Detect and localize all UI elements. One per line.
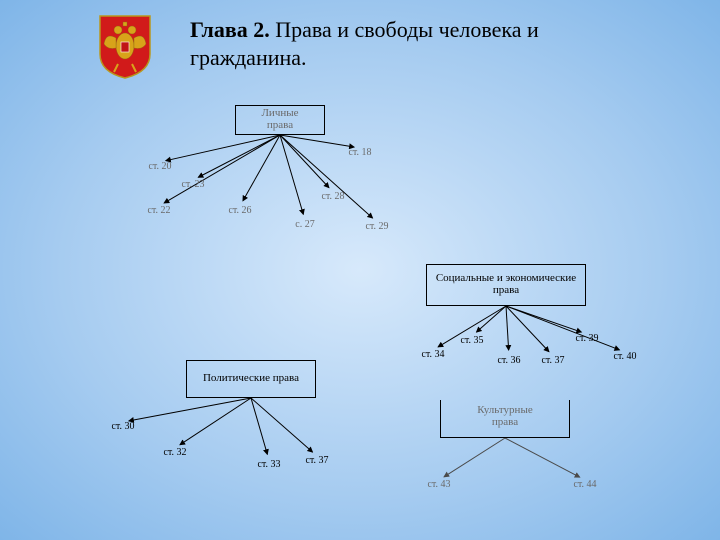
social-label-4: ст. 39 [572, 334, 602, 344]
social-label-3: ст. 37 [538, 356, 568, 366]
arrows-layer [0, 0, 720, 540]
personal-label-6: ст. 18 [345, 148, 375, 158]
social-label-2: ст. 36 [494, 356, 524, 366]
page-title: Глава 2. Права и свободы человека и граж… [190, 16, 610, 71]
political-label-1: ст. 32 [160, 448, 190, 458]
social-arrow-4 [506, 306, 581, 332]
social-arrow-5 [506, 306, 619, 350]
title-chapter: Глава 2. [190, 17, 270, 42]
personal-label-3: ст. 26 [225, 206, 255, 216]
social-arrow-1 [476, 306, 506, 332]
personal-arrow-3 [243, 135, 280, 201]
personal-label-7: ст. 29 [362, 222, 392, 232]
personal-box: Личныеправа [235, 105, 325, 135]
political-label-2: ст. 33 [254, 460, 284, 470]
cultural-arrow-1 [505, 438, 580, 477]
political-label-3: ст. 37 [302, 456, 332, 466]
social-box: Социальные и экономические права [426, 264, 586, 306]
personal-arrow-2 [164, 135, 280, 203]
personal-label-4: с. 27 [290, 220, 320, 230]
personal-arrow-0 [166, 135, 280, 161]
personal-label-1: ст. 23 [178, 180, 208, 190]
social-arrow-3 [506, 306, 549, 352]
political-arrow-3 [251, 398, 312, 452]
political-label-0: ст. 30 [108, 422, 138, 432]
cultural-arrow-0 [444, 438, 505, 477]
political-arrow-0 [129, 398, 251, 421]
cultural-label-0: ст. 43 [424, 480, 454, 490]
political-arrow-2 [251, 398, 267, 454]
social-label-5: ст. 40 [610, 352, 640, 362]
personal-arrow-1 [198, 135, 280, 177]
social-label-0: ст. 34 [418, 350, 448, 360]
personal-label-0: ст. 20 [145, 162, 175, 172]
personal-arrow-5 [280, 135, 329, 188]
coat-of-arms-emblem [96, 14, 154, 80]
personal-label-5: ст. 28 [318, 192, 348, 202]
personal-label-2: ст. 22 [144, 206, 174, 216]
political-box: Политические права [186, 360, 316, 398]
personal-arrow-4 [280, 135, 303, 214]
political-arrow-1 [180, 398, 251, 445]
social-arrow-2 [506, 306, 509, 350]
cultural-box: Культурныеправа [440, 400, 570, 438]
cultural-label-1: ст. 44 [570, 480, 600, 490]
personal-arrow-6 [280, 135, 354, 147]
social-label-1: ст. 35 [457, 336, 487, 346]
